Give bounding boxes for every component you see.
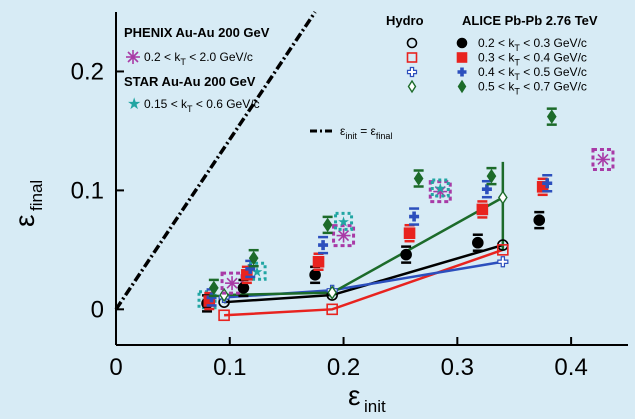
legend-star-title: STAR Au-Au 200 GeV [124,74,256,89]
alice-point [413,171,424,186]
y-axis-label-group: ε final [9,180,46,227]
star-syst-box [334,211,354,231]
hydro-point [497,256,509,268]
x-tick-label: 0.1 [213,354,246,381]
x-tick-labels: 0 0.1 0.2 0.3 0.4 [109,354,587,381]
legend-right: Hydro ALICE Pb-Pb 2.76 TeV 0.2 < kT < 0.… [386,13,598,97]
alice-point [409,211,420,222]
hydro-point [327,285,338,300]
legend-hydro-marker-1 [406,37,418,49]
legend-alice-marker-1 [456,37,468,49]
star-point: ★ [337,213,350,229]
phenix-points [220,147,615,295]
hydro-point [498,190,508,205]
legend-left: PHENIX Au-Au 200 GeV 0.2 < kT < 2.0 GeV/… [124,25,270,114]
hydro-point [497,244,509,256]
phenix-star-stroke [226,277,238,289]
diagonal-legend: εinit = εfinal [310,124,392,141]
alice-point [309,269,321,281]
alice-point [400,248,412,261]
alice-point [472,236,484,249]
alice-point [209,280,219,296]
alice-point [312,255,325,268]
legend-phenix-range: 0.2 < kT < 2.0 GeV/c [144,50,253,67]
legend-star-marker: ★ [127,96,141,113]
legend-alice-title: ALICE Pb-Pb 2.76 TeV [462,13,598,28]
alice-series-2 [203,177,549,311]
legend-alice-label-1: 0.2 < kT < 0.3 GeV/c [478,36,587,53]
alice-point [486,168,497,184]
diagonal-legend-label: εinit = εfinal [340,124,392,141]
phenix-point [336,228,351,243]
x-axis-label: ε [348,380,360,411]
alice-point [322,217,333,233]
alice-point [237,282,250,294]
legend-phenix-marker [126,50,140,64]
legend-hydro-marker-4 [407,79,417,94]
y-tick-label: 0 [91,296,104,323]
y-axis-label-sub: final [27,180,46,211]
star-syst-box [430,178,450,198]
alice-point [533,214,546,226]
legend-alice-label-2: 0.3 < kT < 0.4 GeV/c [478,51,587,68]
phenix-syst-box [428,180,452,204]
x-tick-label: 0.4 [554,354,587,381]
legend-hydro-marker-2 [406,52,418,63]
hydro-point [218,309,230,322]
phenix-point [225,276,240,291]
hydro-point [326,303,338,316]
alice-series-4 [208,107,557,298]
y-tick-label: 0.1 [71,177,104,204]
phenix-star-stroke [597,153,609,166]
legend-alice-label-4: 0.5 < kT < 0.7 GeV/c [478,80,587,97]
x-tick-label: 0 [109,354,122,381]
y-tick-labels: 0 0.1 0.2 [71,58,104,323]
y-axis-label: ε [9,215,40,227]
alice-point [206,292,217,303]
alice-points [201,107,557,313]
legend-star-range: 0.15 < kT < 0.6 GeV/c [144,97,260,114]
x-tick-label: 0.2 [327,354,360,381]
star-point: ★ [434,180,447,196]
phenix-star-stroke [337,230,350,242]
alice-point [546,109,557,124]
alice-point [245,263,256,274]
legend-hydro-title: Hydro [386,13,424,28]
hydro-line-2 [224,248,504,317]
alice-point [318,240,329,251]
phenix-syst-box [591,147,615,171]
phenix-syst-box [332,224,356,248]
phenix-point [433,184,448,199]
x-axis-label-sub: init [364,397,386,416]
alice-point [481,184,492,195]
legend-alice-marker-4 [457,79,467,94]
legend-alice-label-3: 0.4 < kT < 0.5 GeV/c [478,65,587,82]
phenix-point [595,152,610,167]
legend-phenix-title: PHENIX Au-Au 200 GeV [124,25,270,40]
alice-point [542,178,553,189]
legend-hydro-marker-3 [406,66,418,78]
legend-alice-marker-3 [457,67,467,77]
alice-point [403,227,416,240]
alice-point [476,203,489,216]
legend-alice-marker-2 [456,52,468,63]
x-tick-label: 0.3 [441,354,474,381]
diagonal-line [114,11,317,311]
alice-point [248,250,259,266]
y-tick-label: 0.2 [71,58,104,85]
hydro-lines [218,161,509,322]
plot-area: ★★★★ [114,11,628,346]
